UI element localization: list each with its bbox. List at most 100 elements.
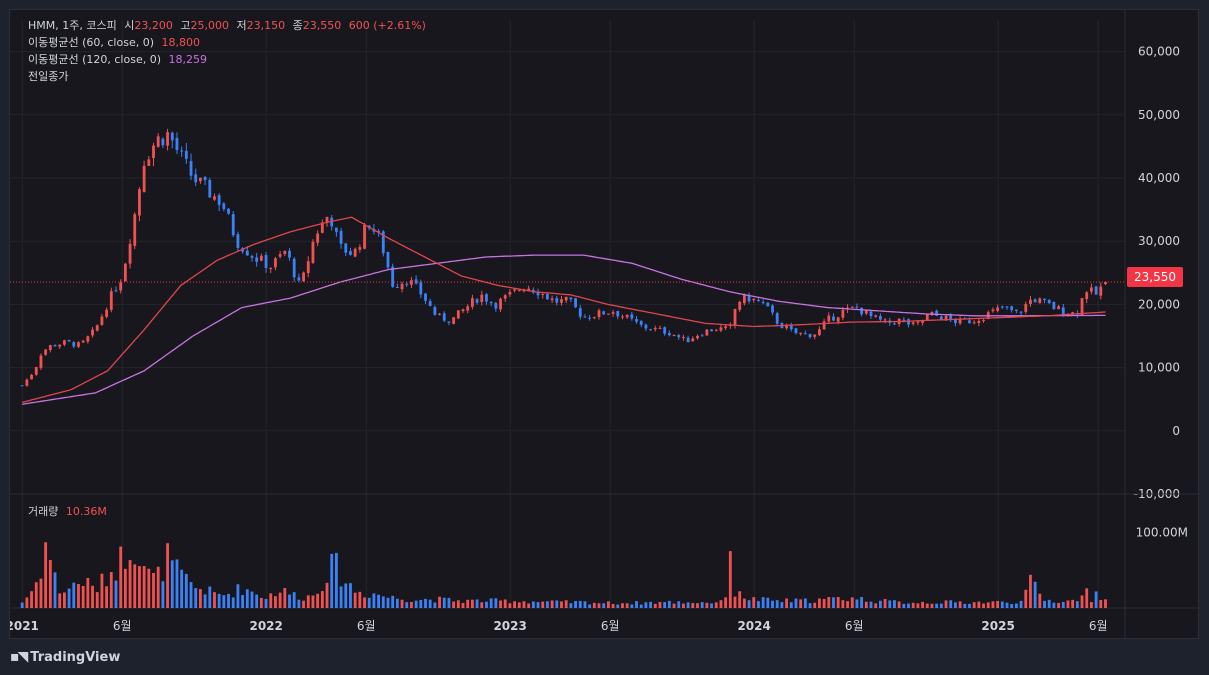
candle-body — [1052, 302, 1056, 309]
volume-bar — [897, 601, 901, 608]
volume-bar — [869, 601, 873, 608]
candle-body — [386, 251, 390, 268]
volume-bar — [442, 597, 446, 608]
candle-body — [1061, 307, 1065, 315]
volume-bar — [958, 601, 962, 608]
candle-body — [424, 293, 427, 301]
candle-body — [625, 314, 629, 318]
candle-body — [391, 266, 395, 287]
volume-bar — [269, 593, 273, 608]
volume-bar — [644, 602, 648, 608]
candle-body — [602, 311, 606, 315]
volume-bar — [878, 600, 882, 608]
ma60-value: 18,800 — [161, 36, 201, 49]
candle-body — [414, 279, 418, 284]
candle-body — [278, 254, 282, 257]
candle-body — [1038, 298, 1042, 304]
candle-body — [62, 340, 66, 345]
volume-bar — [86, 577, 90, 608]
volume-bar — [513, 601, 517, 608]
volume-bar — [555, 600, 559, 608]
candle-body — [349, 251, 352, 255]
volume-bar — [236, 584, 240, 608]
candle-body — [550, 298, 554, 301]
candle-body — [44, 349, 48, 355]
volume-bar — [846, 601, 849, 608]
volume-bar — [489, 598, 493, 608]
volume-bar — [663, 602, 667, 608]
candle-body — [316, 233, 320, 243]
volume-bar — [147, 568, 151, 608]
volume-bar — [274, 596, 277, 608]
candle-body — [1099, 286, 1103, 296]
candle-body — [560, 299, 563, 303]
candle-body — [818, 329, 821, 336]
candle-body — [288, 250, 291, 258]
candle-body — [67, 340, 71, 342]
low-label: 저 — [236, 19, 247, 32]
chart-canvas[interactable]: 60,00050,00040,00030,00020,00010,0000-10… — [10, 10, 1200, 640]
candle-body — [705, 329, 709, 336]
chart-frame[interactable]: 60,000 50,000 40,000 30,000 20,000 10,000 0 -10… — [9, 9, 1200, 640]
candle-body — [954, 318, 957, 324]
close-value: 23,550 — [302, 19, 342, 32]
candle-body — [34, 367, 38, 375]
candle-body — [156, 136, 160, 147]
volume-bar — [77, 584, 80, 608]
ma60-line — [22, 216, 1106, 404]
volume-bar — [667, 600, 671, 608]
volume-bar — [414, 600, 418, 608]
candle-body — [766, 302, 770, 307]
volume-bar — [883, 598, 887, 608]
candle-body — [1057, 306, 1060, 310]
volume-bar — [724, 597, 728, 608]
price-tick-label: 60,000 — [1138, 45, 1180, 59]
volume-bar — [963, 603, 967, 608]
tradingview-logo[interactable]: ▪◥ TradingView — [10, 649, 120, 665]
volume-bar — [306, 595, 310, 608]
volume-bar — [925, 603, 929, 608]
volume-bar — [588, 604, 592, 608]
prev-close-legend[interactable]: 전일종가 — [28, 69, 68, 85]
candle-body — [855, 306, 859, 308]
volume-legend[interactable]: 거래량 10.36M — [28, 504, 107, 520]
volume-bar — [175, 559, 179, 608]
volume-bar — [278, 592, 282, 608]
candle-body — [189, 161, 193, 176]
candle-body — [208, 179, 212, 198]
candle-body — [1014, 309, 1018, 311]
price-tick-label: 30,000 — [1138, 234, 1180, 248]
candle-body — [259, 255, 263, 261]
price-tick-label: 10,000 — [1138, 361, 1180, 375]
volume-bar — [363, 597, 366, 608]
candle-body — [836, 317, 840, 322]
candle-body — [77, 342, 80, 347]
volume-bar — [968, 603, 971, 608]
candle-body — [667, 333, 671, 336]
candle-body — [710, 329, 713, 332]
candle-body — [461, 309, 465, 312]
volume-bar — [475, 599, 479, 608]
volume-bar — [972, 602, 976, 608]
candle-body — [363, 224, 366, 249]
candle-body — [639, 320, 643, 325]
candle-body — [564, 296, 568, 301]
ma120-legend[interactable]: 이동평균선 (120, close, 0) 18,259 — [28, 52, 207, 68]
ma60-legend[interactable]: 이동평균선 (60, close, 0) 18,800 — [28, 35, 200, 51]
volume-bar — [822, 598, 826, 608]
candle-body — [775, 313, 779, 324]
volume-bar — [259, 597, 263, 608]
prev-close-label: 전일종가 — [28, 70, 69, 83]
volume-bar — [625, 603, 629, 608]
volume-bar — [119, 546, 123, 608]
candle-body — [1043, 298, 1046, 301]
candle-body — [231, 214, 235, 236]
volume-bar — [480, 602, 484, 608]
candle-body — [91, 329, 94, 336]
candle-body — [1071, 312, 1075, 315]
volume-bar — [447, 597, 451, 608]
volume-bar — [606, 601, 610, 608]
volume-bar — [621, 603, 624, 608]
candle-body — [719, 327, 723, 331]
candle-body — [297, 277, 301, 281]
